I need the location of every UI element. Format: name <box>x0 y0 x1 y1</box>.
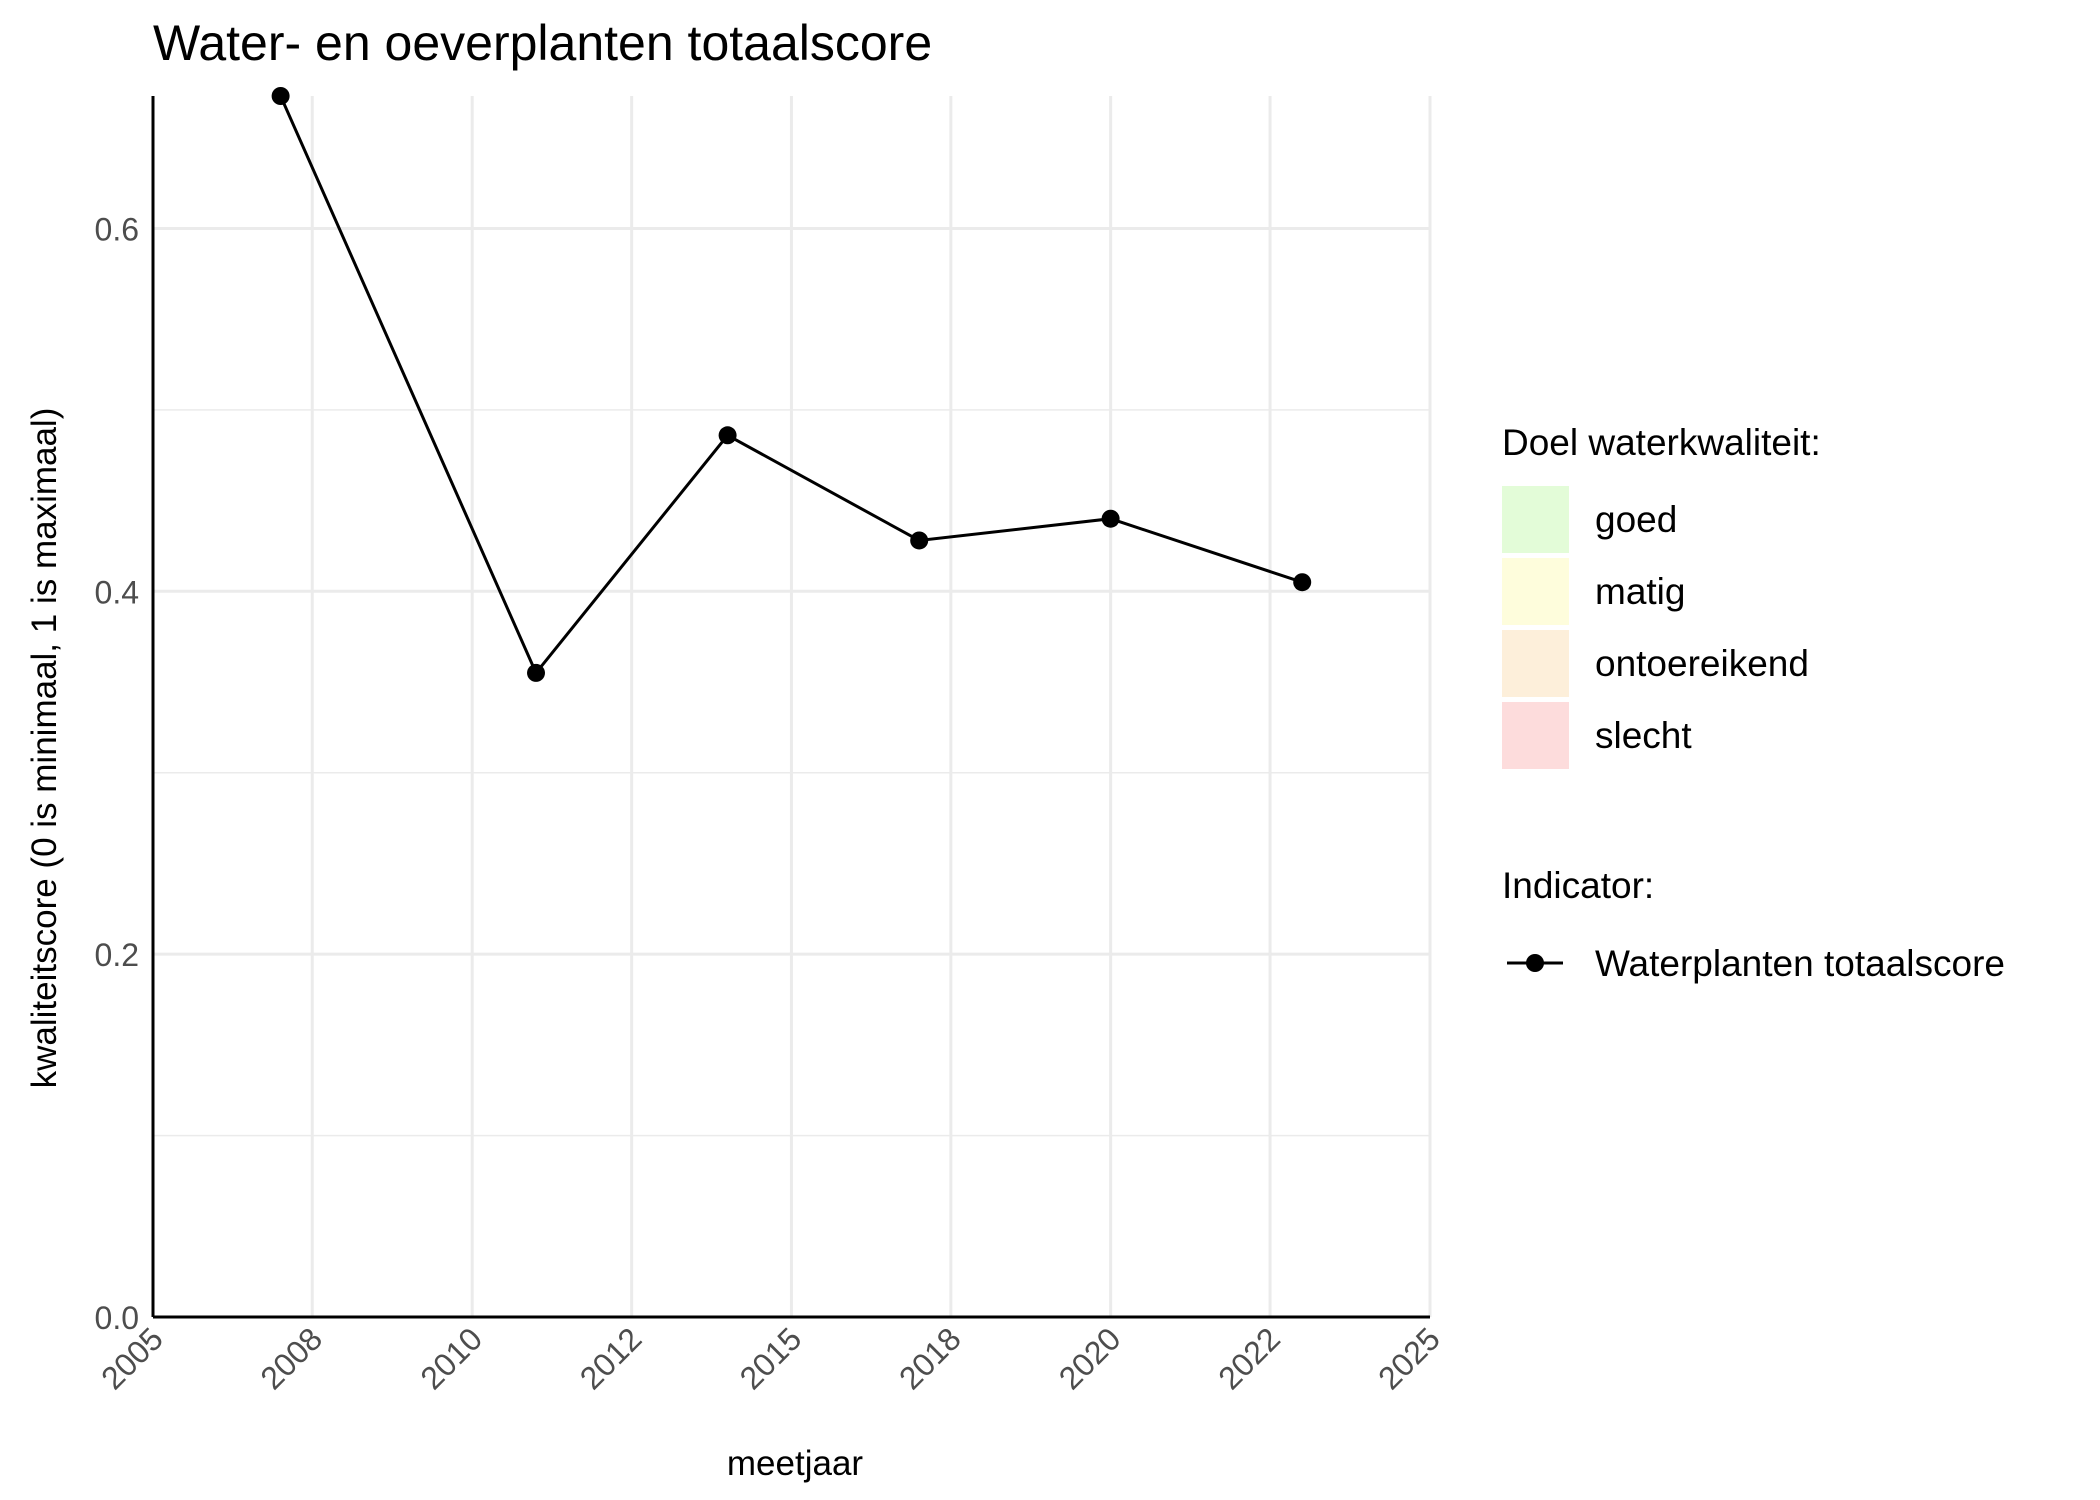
x-tick-label: 2008 <box>253 1320 329 1396</box>
legend: Doel waterkwaliteit: goed matig ontoereike… <box>1502 422 2005 984</box>
data-point <box>910 531 929 550</box>
axes <box>151 96 1430 1319</box>
y-tick-label: 0.2 <box>95 937 139 973</box>
legend-indicator-title: Indicator: <box>1502 865 1654 906</box>
data-point <box>527 663 546 682</box>
grid-major <box>151 96 1432 1319</box>
legend-label: matig <box>1595 571 1685 612</box>
x-tick-label: 2025 <box>1371 1320 1447 1396</box>
x-axis-label: meetjaar <box>727 1444 864 1483</box>
y-axis-label: kwaliteitscore (0 is minimaal, 1 is maxi… <box>25 408 64 1089</box>
y-tick-labels: 0.0 0.2 0.4 0.6 <box>95 211 139 1336</box>
series-layer <box>271 87 1312 682</box>
legend-swatch <box>1502 630 1569 697</box>
y-tick-label: 0.6 <box>95 211 139 247</box>
x-tick-label: 2010 <box>413 1320 489 1396</box>
data-point <box>1101 509 1120 528</box>
y-tick-label: 0.4 <box>95 574 139 610</box>
data-point <box>718 426 737 445</box>
legend-quality-items: goed matig ontoereikend slecht <box>1502 486 1809 769</box>
legend-series-label: Waterplanten totaalscore <box>1595 943 2005 984</box>
legend-label: ontoereikend <box>1595 643 1809 684</box>
x-tick-labels: 2005 2008 2010 2012 2015 2018 2020 2022 2025 <box>94 1320 1447 1396</box>
legend-point-key <box>1526 954 1544 972</box>
x-tick-label: 2020 <box>1052 1320 1128 1396</box>
legend-label: goed <box>1595 499 1677 540</box>
legend-swatch <box>1502 486 1569 553</box>
legend-label: slecht <box>1595 715 1692 756</box>
legend-swatch <box>1502 702 1569 769</box>
chart-title: Water- en oeverplanten totaalscore <box>153 15 932 71</box>
legend-quality-title: Doel waterkwaliteit: <box>1502 422 1821 463</box>
series-line <box>279 95 1303 676</box>
y-tick-label: 0.0 <box>95 1300 139 1336</box>
data-point <box>271 87 290 105</box>
legend-swatch <box>1502 558 1569 625</box>
x-tick-label: 2022 <box>1211 1320 1287 1396</box>
x-tick-label: 2012 <box>573 1320 649 1396</box>
x-tick-label: 2018 <box>892 1320 968 1396</box>
x-tick-label: 2015 <box>733 1320 809 1396</box>
legend-indicator-items: Waterplanten totaalscore <box>1507 943 2005 984</box>
data-point <box>1293 573 1312 592</box>
